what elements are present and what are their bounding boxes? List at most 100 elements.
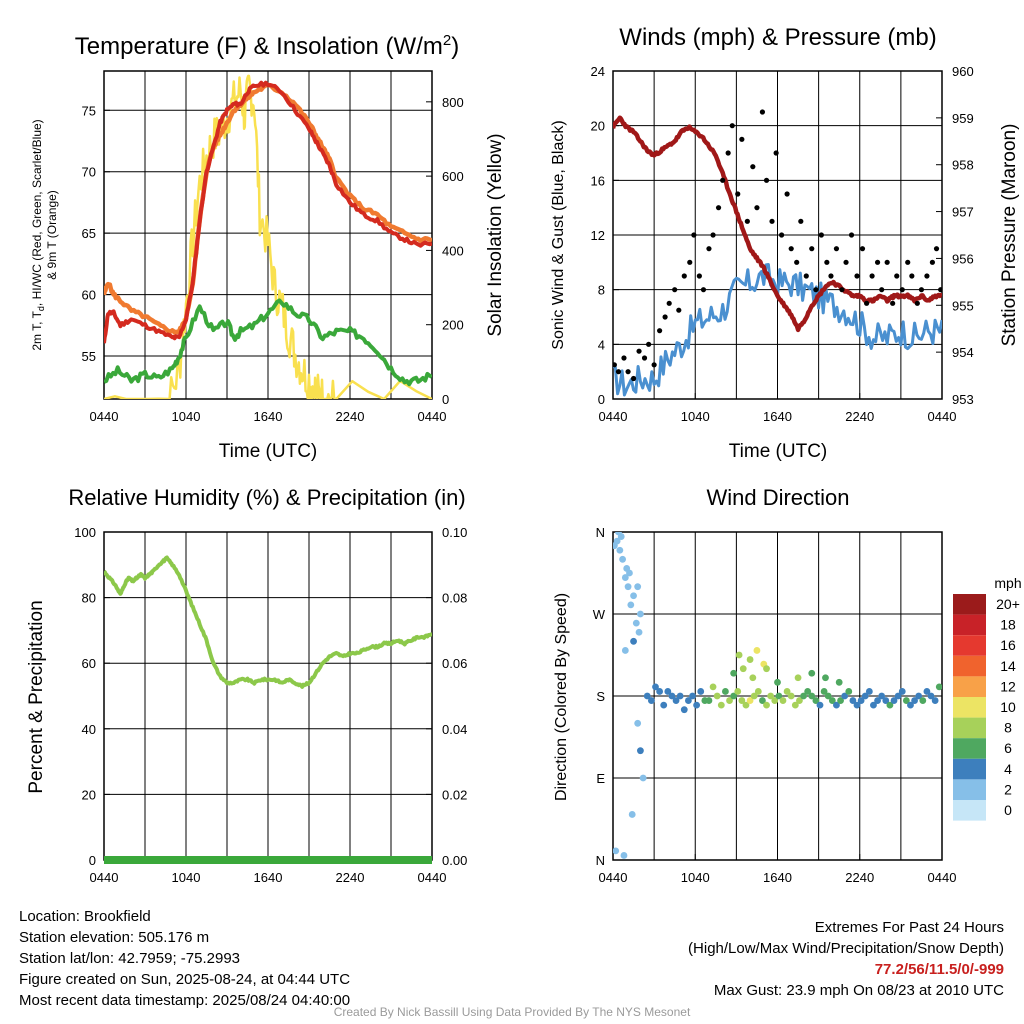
panel-temp: 55 60 65 70 75 0440 1040 1640 2240 0440 0 200 400 600… <box>30 32 506 462</box>
direction-point <box>630 592 637 600</box>
gust-point <box>735 191 741 197</box>
ytick-label: 8 <box>598 283 605 298</box>
y-axis-label: Percent & Precipitation <box>26 600 47 793</box>
ytick-label: 55 <box>82 349 96 364</box>
gust-point <box>914 300 920 306</box>
gust-point <box>874 259 881 265</box>
gust-point <box>879 287 885 293</box>
gust-point <box>725 150 731 156</box>
gust-point <box>938 287 942 293</box>
ytick-label: S <box>596 689 605 704</box>
direction-point <box>902 697 910 704</box>
direction-point <box>824 692 832 700</box>
y2tick-label: 200 <box>442 318 464 333</box>
gust-point <box>662 314 668 320</box>
direction-point <box>656 688 664 695</box>
colorbar-label: 8 <box>1004 720 1012 736</box>
direction-point <box>808 669 816 677</box>
direction-point <box>886 701 894 709</box>
gust-point <box>615 369 622 375</box>
gust-points <box>613 109 942 382</box>
gust-point <box>929 259 936 265</box>
chart-title: Winds (mph) & Pressure (mb) <box>619 24 936 51</box>
title-close: ) <box>451 33 459 60</box>
gust-point <box>710 232 716 238</box>
direction-point <box>865 688 873 695</box>
direction-point <box>812 697 820 704</box>
gust-point <box>833 246 840 252</box>
ytick-label: E <box>596 771 605 786</box>
solar-line <box>104 74 432 399</box>
y2tick-label: 800 <box>442 95 464 110</box>
gust-point <box>813 287 819 293</box>
gust-point <box>630 375 637 382</box>
gust-point <box>646 341 652 347</box>
y2tick-label: 0.00 <box>442 853 467 868</box>
xtick-label: 1640 <box>763 870 792 885</box>
direction-point <box>630 637 637 645</box>
panel-wind: 0 4 8 12 16 20 24 0440 1040 1640 2240 0440 953 954 955… <box>550 24 1020 462</box>
colorbar-label: 12 <box>1000 678 1016 694</box>
direction-point <box>613 847 620 855</box>
gust-point <box>613 362 617 368</box>
elevation-text: Station elevation: 505.176 m <box>19 929 210 946</box>
y2tick-label: 953 <box>952 392 974 407</box>
gust-point <box>824 259 830 265</box>
direction-point <box>637 747 644 755</box>
direction-point <box>796 697 803 704</box>
gust-point <box>676 307 682 313</box>
extremes-values: 77.2/56/11.5/0/-999 <box>874 961 1004 978</box>
ytick-label: 20 <box>591 119 605 134</box>
gust-point <box>739 136 745 142</box>
gust-point <box>691 232 697 238</box>
direction-point <box>800 692 807 700</box>
gust-point <box>636 348 642 354</box>
direction-point <box>634 583 642 591</box>
colorbar-swatch <box>953 655 986 677</box>
gust-point <box>720 177 726 183</box>
ytick-label: 60 <box>82 656 96 671</box>
ytick-label: 16 <box>591 173 605 188</box>
y2tick-label: 0.02 <box>442 787 467 802</box>
direction-point <box>705 697 713 704</box>
direction-point <box>763 665 770 673</box>
direction-point <box>878 692 886 700</box>
colorbar-swatch <box>953 594 986 615</box>
gust-point <box>666 300 672 306</box>
extremes-title: Extremes For Past 24 Hours <box>814 919 1004 936</box>
colorbar-swatch <box>953 697 986 718</box>
direction-point <box>621 574 629 581</box>
y2tick-label: 600 <box>442 169 464 184</box>
plot-border <box>612 531 943 861</box>
direction-point <box>738 697 746 704</box>
gust-point <box>859 246 866 252</box>
direction-point <box>833 701 840 709</box>
direction-point <box>753 647 761 654</box>
direction-point <box>742 701 750 709</box>
direction-point <box>730 669 738 677</box>
direction-point <box>617 533 625 540</box>
gust-point <box>696 273 702 279</box>
y2tick-label: 0.10 <box>442 525 467 540</box>
colorbar: mph 20+ 18 16 14 12 10 8 6 4 2 0 <box>953 575 1022 821</box>
ytick-label: 75 <box>82 103 96 118</box>
xtick-label: 2240 <box>845 870 874 885</box>
direction-point <box>794 674 802 682</box>
colorbar-label: 14 <box>1000 658 1016 674</box>
direction-point <box>709 683 717 691</box>
gust-point <box>763 177 770 183</box>
direction-point <box>911 697 918 704</box>
direction-point <box>664 688 672 695</box>
ylabel-part: 2m T, T <box>30 310 44 350</box>
direction-point <box>652 683 659 691</box>
direction-point <box>689 692 696 700</box>
colorbar-label: 18 <box>1000 617 1016 633</box>
direction-point <box>624 583 632 591</box>
plot-border <box>612 70 943 400</box>
location-text: Location: Brookfield <box>19 908 151 925</box>
direction-point <box>613 537 621 545</box>
gust-point <box>809 246 815 252</box>
y2tick-label: 959 <box>952 111 974 126</box>
xtick-label: 0440 <box>928 870 957 885</box>
